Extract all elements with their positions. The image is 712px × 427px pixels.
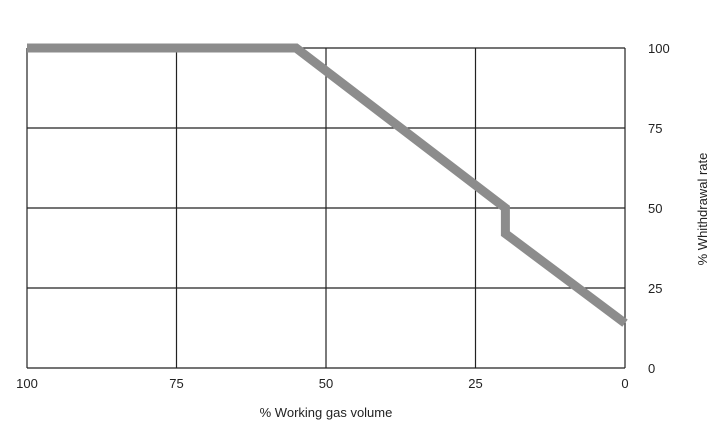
x-tick-label: 50 bbox=[319, 376, 333, 391]
y-axis-ticks: 0 25 50 75 100 bbox=[648, 41, 670, 376]
grid bbox=[26, 47, 626, 369]
y-tick-label: 50 bbox=[648, 201, 662, 216]
y-tick-label: 75 bbox=[648, 121, 662, 136]
series-line-0 bbox=[27, 43, 628, 327]
x-tick-label: 0 bbox=[621, 376, 628, 391]
y-tick-label: 25 bbox=[648, 281, 662, 296]
y-tick-label: 100 bbox=[648, 41, 670, 56]
x-tick-label: 25 bbox=[468, 376, 482, 391]
series-layer bbox=[27, 43, 628, 327]
x-axis-ticks: 100 75 50 25 0 bbox=[16, 376, 628, 391]
x-tick-label: 100 bbox=[16, 376, 38, 391]
y-tick-label: 0 bbox=[648, 361, 655, 376]
x-tick-label: 75 bbox=[169, 376, 183, 391]
y-axis-label: % Whithdrawal rate bbox=[695, 153, 710, 266]
x-axis-label: % Working gas volume bbox=[260, 405, 393, 420]
